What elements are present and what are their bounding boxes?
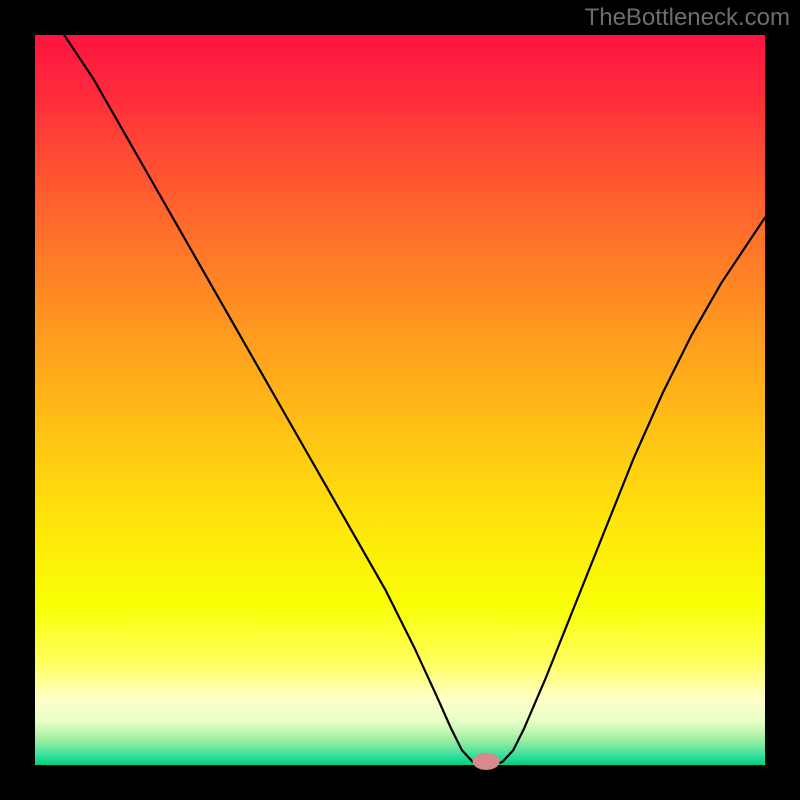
plot-background bbox=[35, 35, 765, 765]
watermark-text: TheBottleneck.com bbox=[585, 4, 790, 32]
optimum-marker bbox=[473, 753, 499, 769]
chart-container: TheBottleneck.com bbox=[0, 0, 800, 800]
plot-svg bbox=[0, 0, 800, 800]
